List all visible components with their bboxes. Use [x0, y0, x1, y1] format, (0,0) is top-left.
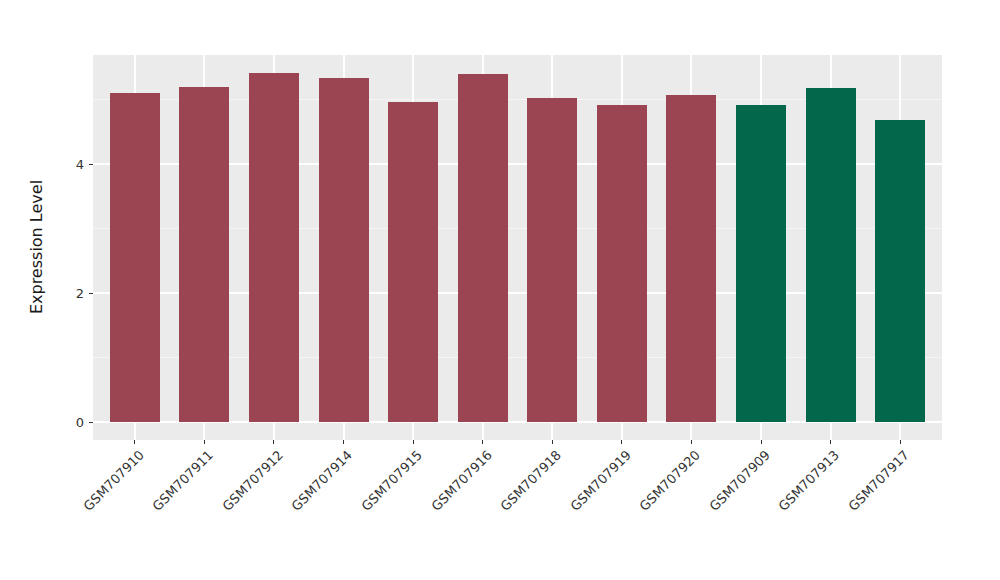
- x-tick: [482, 440, 483, 444]
- bar: [249, 73, 299, 422]
- plot-panel: [93, 55, 942, 440]
- bar: [110, 93, 160, 423]
- x-tick: [343, 440, 344, 444]
- x-tick-label: GSM707920: [638, 448, 704, 514]
- x-tick-label: GSM707914: [290, 448, 356, 514]
- bar: [319, 78, 369, 422]
- bar: [736, 105, 786, 422]
- x-tick: [761, 440, 762, 444]
- y-tick: [89, 164, 93, 165]
- y-axis-title: Expression Level: [27, 180, 46, 314]
- x-tick: [900, 440, 901, 444]
- bar: [806, 88, 856, 422]
- x-tick: [204, 440, 205, 444]
- bar-chart-figure: Expression Level 024GSM707910GSM707911GS…: [0, 0, 1000, 580]
- x-tick-label: GSM707913: [777, 448, 843, 514]
- x-tick-label: GSM707912: [220, 448, 286, 514]
- x-tick-label: GSM707918: [498, 448, 564, 514]
- x-tick-label: GSM707915: [359, 448, 425, 514]
- x-tick: [691, 440, 692, 444]
- bar: [597, 105, 647, 422]
- x-tick: [134, 440, 135, 444]
- x-tick-label: GSM707919: [568, 448, 634, 514]
- x-tick: [273, 440, 274, 444]
- bar: [388, 102, 438, 423]
- x-tick-label: GSM707916: [429, 448, 495, 514]
- bar: [875, 120, 925, 423]
- bar: [666, 95, 716, 423]
- y-tick-label: 2: [54, 287, 84, 300]
- x-tick: [830, 440, 831, 444]
- x-tick: [621, 440, 622, 444]
- y-tick-label: 0: [54, 416, 84, 429]
- x-tick-label: GSM707911: [150, 448, 216, 514]
- x-tick: [552, 440, 553, 444]
- y-tick-label: 4: [54, 158, 84, 171]
- x-tick-label: GSM707917: [846, 448, 912, 514]
- y-tick: [89, 293, 93, 294]
- y-tick: [89, 422, 93, 423]
- bar: [458, 74, 508, 422]
- bar: [179, 87, 229, 422]
- bar: [527, 98, 577, 422]
- x-tick-label: GSM707909: [707, 448, 773, 514]
- x-tick: [413, 440, 414, 444]
- x-tick-label: GSM707910: [81, 448, 147, 514]
